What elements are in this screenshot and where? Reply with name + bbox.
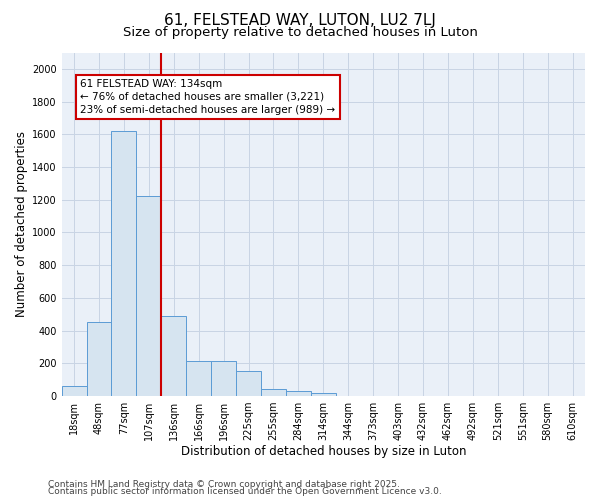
Bar <box>86 322 112 396</box>
Bar <box>286 391 311 396</box>
Bar <box>112 131 136 396</box>
Text: Size of property relative to detached houses in Luton: Size of property relative to detached ho… <box>122 26 478 39</box>
Bar <box>186 361 211 396</box>
X-axis label: Distribution of detached houses by size in Luton: Distribution of detached houses by size … <box>181 444 466 458</box>
Text: 61, FELSTEAD WAY, LUTON, LU2 7LJ: 61, FELSTEAD WAY, LUTON, LU2 7LJ <box>164 12 436 28</box>
Text: 61 FELSTEAD WAY: 134sqm
← 76% of detached houses are smaller (3,221)
23% of semi: 61 FELSTEAD WAY: 134sqm ← 76% of detache… <box>80 78 335 115</box>
Bar <box>261 390 286 396</box>
Bar <box>161 316 186 396</box>
Bar <box>311 392 336 396</box>
Text: Contains HM Land Registry data © Crown copyright and database right 2025.: Contains HM Land Registry data © Crown c… <box>48 480 400 489</box>
Bar <box>62 386 86 396</box>
Y-axis label: Number of detached properties: Number of detached properties <box>15 131 28 317</box>
Bar <box>236 372 261 396</box>
Bar <box>211 361 236 396</box>
Bar <box>136 196 161 396</box>
Text: Contains public sector information licensed under the Open Government Licence v3: Contains public sector information licen… <box>48 487 442 496</box>
